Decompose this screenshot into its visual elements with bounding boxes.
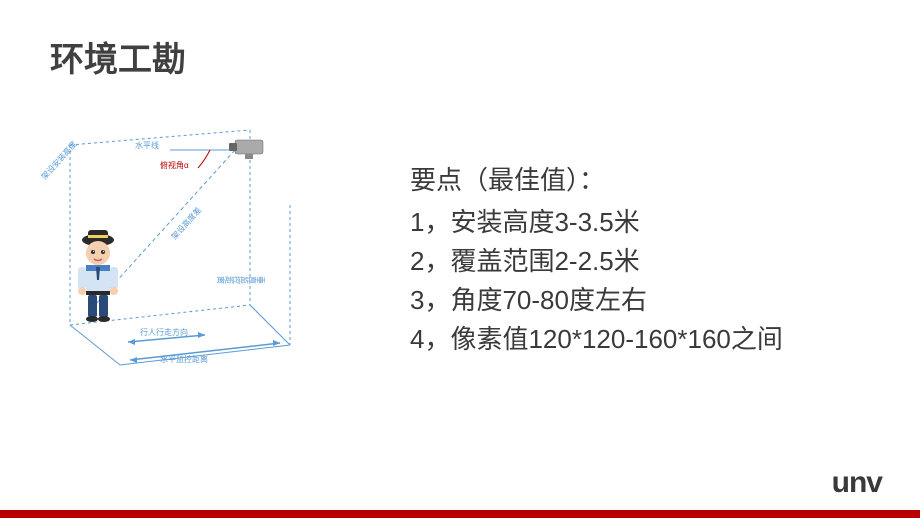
label-vertical-monitor: 垂直监控距离	[216, 276, 266, 285]
content-item-1: 1，安装高度3-3.5米	[410, 203, 910, 242]
label-walk-direction: 行人行走方向	[140, 327, 188, 337]
installation-diagram: 架设安装高度 水平线 俯视角α 架设高度差 垂直监控距离 行人行走方向 水平监控…	[40, 110, 340, 390]
content-heading: 要点（最佳值）：	[410, 160, 910, 197]
brand-logo: unv	[832, 466, 882, 500]
label-horizontal-line: 水平线	[135, 140, 159, 150]
label-monitor-height: 架设高度差	[169, 205, 203, 241]
slide-title: 环境工勘	[50, 32, 186, 81]
content-item-4: 4，像素值120*120-160*160之间	[410, 320, 910, 359]
label-install-height: 架设安装高度	[40, 139, 79, 181]
label-horizontal-monitor: 水平监控距离	[160, 354, 208, 364]
content-item-3: 3，角度70-80度左右	[410, 281, 910, 320]
content-item-2: 2，覆盖范围2-2.5米	[410, 242, 910, 281]
label-depression-angle: 俯视角α	[160, 160, 189, 170]
content-area: 要点（最佳值）： 1，安装高度3-3.5米 2，覆盖范围2-2.5米 3，角度7…	[410, 160, 910, 359]
footer-bar	[0, 510, 920, 518]
